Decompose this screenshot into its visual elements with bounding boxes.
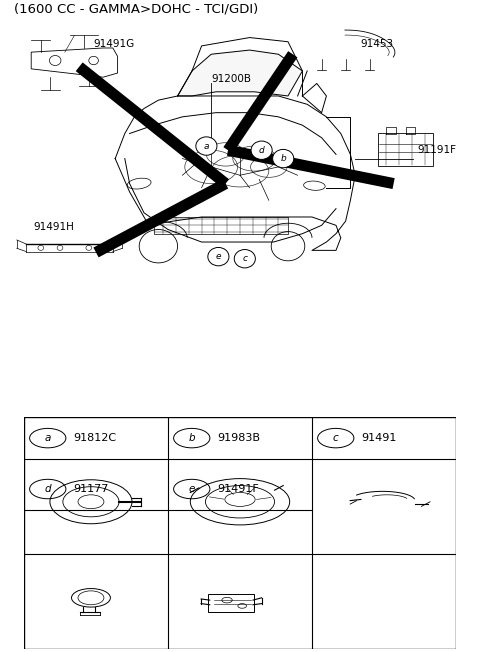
Text: d: d — [45, 484, 51, 494]
Text: c: c — [333, 433, 338, 443]
Text: e: e — [189, 484, 195, 494]
Text: a: a — [45, 433, 51, 443]
Text: 91491: 91491 — [362, 433, 397, 443]
Text: c: c — [242, 254, 247, 263]
Circle shape — [251, 141, 272, 159]
Text: (1600 CC - GAMMA>DOHC - TCI/GDI): (1600 CC - GAMMA>DOHC - TCI/GDI) — [14, 2, 259, 15]
Text: 91453: 91453 — [360, 39, 393, 49]
Text: b: b — [280, 154, 286, 163]
Text: 91177: 91177 — [74, 484, 109, 494]
Circle shape — [208, 248, 229, 266]
Circle shape — [273, 149, 294, 168]
Text: 91191F: 91191F — [418, 145, 456, 155]
Circle shape — [174, 428, 210, 448]
Circle shape — [30, 428, 66, 448]
Polygon shape — [178, 50, 302, 96]
Circle shape — [318, 428, 354, 448]
Circle shape — [196, 137, 217, 155]
Circle shape — [174, 479, 210, 499]
Circle shape — [234, 250, 255, 268]
Circle shape — [30, 479, 66, 499]
Text: d: d — [259, 145, 264, 155]
Text: 91491F: 91491F — [218, 484, 259, 494]
Text: 91812C: 91812C — [74, 433, 117, 443]
Text: a: a — [204, 141, 209, 151]
Text: 91491G: 91491G — [94, 39, 135, 49]
Text: b: b — [189, 433, 195, 443]
Text: e: e — [216, 252, 221, 261]
Text: 91491H: 91491H — [34, 222, 74, 232]
Text: 91200B: 91200B — [211, 74, 251, 84]
Text: 91983B: 91983B — [218, 433, 261, 443]
